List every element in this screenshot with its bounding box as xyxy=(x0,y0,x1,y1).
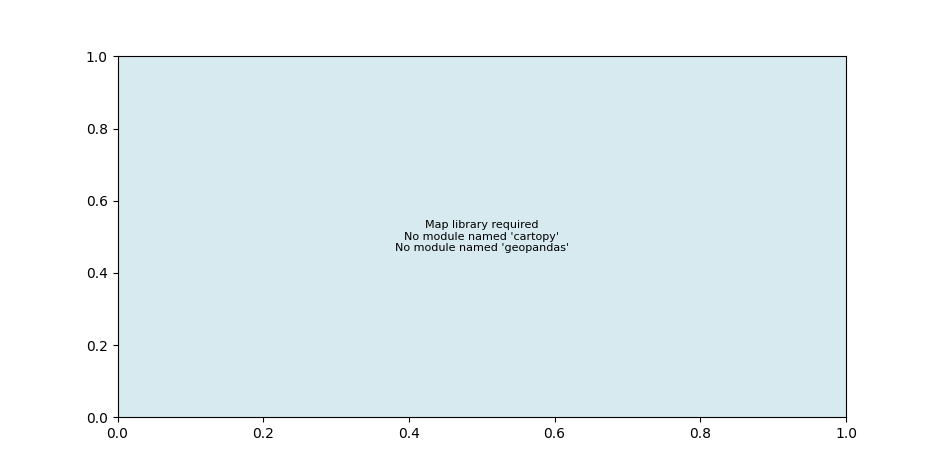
Text: Map library required
No module named 'cartopy'
No module named 'geopandas': Map library required No module named 'ca… xyxy=(395,220,569,253)
